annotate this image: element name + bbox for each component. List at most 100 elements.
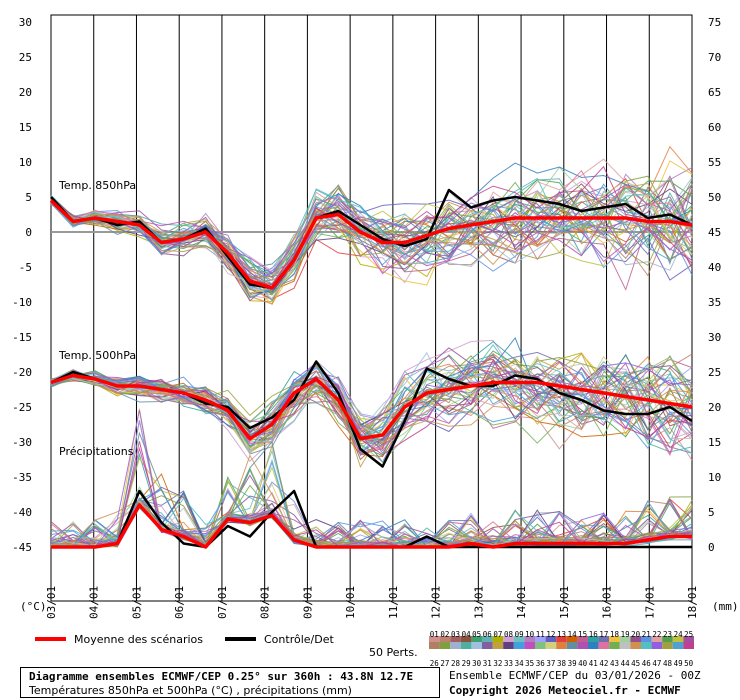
y-right-tick-label: 40 (708, 261, 721, 274)
pert-color-swatch (471, 636, 482, 643)
y-left-tick-label: 20 (19, 86, 32, 99)
y-right-tick-label: 15 (708, 436, 721, 449)
pert-color-swatch (482, 642, 493, 649)
pert-color-swatch (450, 642, 461, 649)
ensemble-member-line (50, 367, 693, 454)
pert-color-swatch (588, 642, 599, 649)
pert-color-swatch (439, 642, 451, 649)
ensemble-run-info: Ensemble ECMWF/CEP du 03/01/2026 - 00Z (449, 669, 701, 682)
ensemble-member-line (50, 359, 693, 456)
x-tick-label: 11/01 (387, 586, 400, 619)
y-right-tick-label: 10 (708, 471, 721, 484)
pert-color-swatch (641, 636, 652, 643)
legend-control-label: Contrôle/Det (264, 633, 334, 646)
pert-number-label: 36 (536, 659, 546, 668)
y-right-tick-label: 50 (708, 191, 721, 204)
pert-color-swatch (619, 636, 631, 643)
y-left-tick-label: -40 (12, 506, 32, 519)
y-right-tick-label: 60 (708, 121, 721, 134)
pert-number-label: 20 (631, 630, 641, 639)
y-left-tick-label: 10 (19, 156, 32, 169)
pert-color-swatch (630, 636, 641, 643)
x-tick-label: 17/01 (643, 586, 656, 619)
x-tick-label: 05/01 (130, 586, 143, 619)
pert-number-label: 26 (430, 659, 440, 668)
pert-number-label: 11 (536, 630, 545, 639)
pert-number-label: 16 (589, 630, 599, 639)
y-right-tick-label: 70 (708, 51, 721, 64)
pert-number-label: 48 (663, 659, 673, 668)
pert-number-label: 29 (462, 659, 471, 668)
perts-color-grid: 01 02 03 04 05 06 07 08 09 10 11 12 13 14 15 16 17 18 19 20… (429, 630, 694, 668)
ensemble-member-line (50, 352, 693, 434)
pert-number-label: 37 (546, 659, 555, 668)
ensemble-member-line (50, 361, 693, 449)
pert-number-label: 19 (621, 630, 630, 639)
pert-number-label: 28 (451, 659, 461, 668)
x-tick-label: 16/01 (601, 586, 614, 619)
x-tick-label: 04/01 (88, 586, 101, 619)
panel-label-850: Temp. 850hPa (58, 179, 136, 192)
pert-color-swatch (482, 636, 493, 643)
ensemble-member-line (50, 176, 693, 300)
footer-title-box: Diagramme ensembles ECMWF/CEP 0.25° sur … (20, 667, 440, 698)
pert-color-swatch (545, 636, 557, 643)
pert-number-label: 33 (504, 659, 513, 668)
grid-layer (51, 15, 692, 601)
pert-color-swatch (577, 642, 588, 649)
ensemble-member-line (50, 356, 693, 463)
pert-color-swatch (662, 636, 673, 643)
plot-area (50, 14, 693, 602)
y-left-tick-label: 5 (25, 191, 32, 204)
legend-mean-label: Moyenne des scénarios (74, 633, 203, 646)
pert-color-swatch (588, 636, 599, 643)
x-tick-label: 07/01 (216, 586, 229, 619)
y-left-tick-label: 25 (19, 51, 32, 64)
y-right-tick-label: 45 (708, 226, 721, 239)
ensemble-member-line (50, 201, 693, 279)
y-left-unit: (°C) (20, 600, 47, 613)
y-right-tick-label: 35 (708, 296, 721, 309)
ensemble-member-line (50, 183, 693, 293)
pert-color-swatch (460, 642, 472, 649)
pert-color-swatch (439, 636, 451, 643)
y-right-tick-label: 25 (708, 366, 721, 379)
ensemble-member-line (50, 410, 693, 548)
y-left-tick-label: -25 (12, 401, 32, 414)
pert-color-swatch (535, 636, 546, 643)
panel-label-500: Temp. 500hPa (58, 349, 136, 362)
pert-color-swatch (609, 642, 620, 649)
y-right-tick-label: 5 (708, 506, 715, 519)
ensemble-member-line (50, 351, 693, 443)
pert-number-label: 39 (568, 659, 577, 668)
pert-number-label: 17 (599, 630, 608, 639)
pert-color-swatch (609, 636, 620, 643)
pert-color-swatch (492, 636, 504, 643)
y-left-tick-label: -5 (19, 261, 32, 274)
pert-number-label: 25 (684, 630, 693, 639)
x-tick-label: 12/01 (430, 586, 443, 619)
pert-color-swatch (598, 642, 610, 649)
pert-number-label: 15 (578, 630, 587, 639)
pert-color-swatch (503, 642, 514, 649)
y-left-tick-label: 30 (19, 16, 32, 29)
ensemble-member-line (50, 177, 693, 284)
ensemble-member-line (50, 182, 693, 294)
pert-number-label: 38 (557, 659, 567, 668)
main-series-layer (49, 188, 693, 549)
pert-number-label: 12 (546, 630, 555, 639)
y-left-tick-label: -45 (12, 541, 32, 554)
ensemble-member-line (50, 198, 693, 280)
pert-color-swatch (556, 636, 567, 643)
pert-color-swatch (535, 642, 546, 649)
pert-number-label: 27 (440, 659, 449, 668)
pert-number-label: 18 (610, 630, 620, 639)
pert-number-label: 23 (663, 630, 672, 639)
pert-number-label: 06 (483, 630, 493, 639)
pert-number-label: 09 (515, 630, 524, 639)
pert-color-swatch (471, 642, 482, 649)
pert-color-swatch (566, 636, 578, 643)
pert-number-label: 32 (493, 659, 502, 668)
x-tick-label: 09/01 (301, 586, 314, 619)
pert-color-swatch (503, 636, 514, 643)
